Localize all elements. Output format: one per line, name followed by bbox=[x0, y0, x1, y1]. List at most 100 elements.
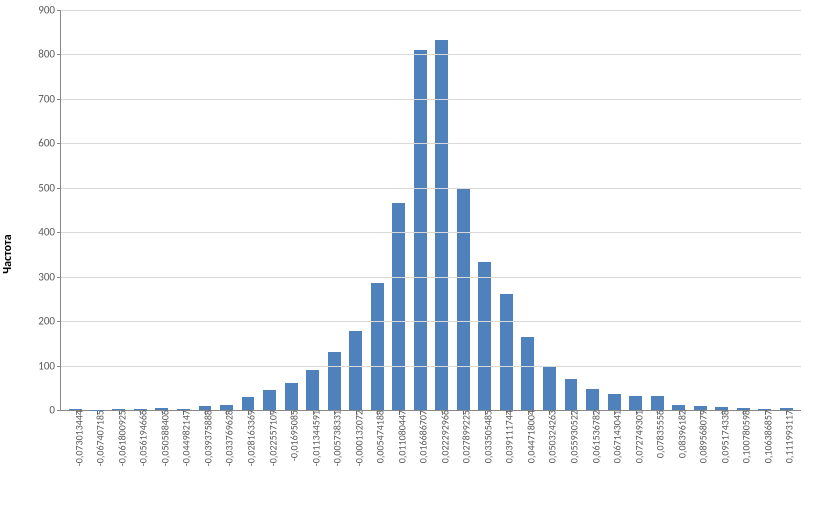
x-tick-label: 0,095174338 bbox=[712, 410, 731, 463]
bar bbox=[328, 352, 341, 410]
bar bbox=[478, 262, 491, 410]
bar bbox=[242, 397, 255, 410]
bar bbox=[392, 203, 405, 410]
bar-slot: 0,005474188 bbox=[366, 10, 388, 410]
bar bbox=[651, 396, 664, 410]
bar-slot: 0,08396182 bbox=[668, 10, 690, 410]
x-tick-label: 0,022292966 bbox=[432, 410, 451, 463]
x-tick-label: -0,022557109 bbox=[260, 410, 279, 466]
y-tick-label: 300 bbox=[38, 270, 61, 283]
bar-slot: 0,022292966 bbox=[431, 10, 453, 410]
y-tick-label: 200 bbox=[38, 315, 61, 328]
bar-slot: -0,050588406 bbox=[151, 10, 173, 410]
bar-slot: 0,067143041 bbox=[603, 10, 625, 410]
gridline bbox=[61, 366, 801, 367]
x-tick-label: 0,027899225 bbox=[454, 410, 473, 463]
x-tick-label: 0,016686707 bbox=[411, 410, 430, 463]
bar-slot: 0,095174338 bbox=[711, 10, 733, 410]
bar bbox=[263, 390, 276, 410]
bar bbox=[565, 379, 578, 410]
x-tick-label: -0,005738331 bbox=[325, 410, 344, 466]
x-tick-label: -0,044982147 bbox=[174, 410, 193, 466]
bar-slot: -0,028163369 bbox=[237, 10, 259, 410]
x-tick-label: 0,106386857 bbox=[755, 410, 774, 463]
bar bbox=[285, 383, 298, 410]
x-tick-label: 0,100780598 bbox=[734, 410, 753, 463]
gridline bbox=[61, 321, 801, 322]
gridline bbox=[61, 188, 801, 189]
bar-slot: -0,067407185 bbox=[87, 10, 109, 410]
x-tick-label: 0,08396182 bbox=[669, 410, 688, 458]
bar-slot: 0,039111744 bbox=[496, 10, 518, 410]
y-tick-label: 800 bbox=[38, 48, 61, 61]
gridline bbox=[61, 232, 801, 233]
x-tick-label: 0,061536782 bbox=[583, 410, 602, 463]
x-tick-label: -0,061800925 bbox=[109, 410, 128, 466]
bar bbox=[500, 294, 513, 410]
x-tick-label: 0,067143041 bbox=[605, 410, 624, 463]
bar-slot: -0,011344591 bbox=[302, 10, 324, 410]
x-tick-label: 0,072749301 bbox=[626, 410, 645, 463]
bar-slot: -0,061800925 bbox=[108, 10, 130, 410]
x-tick-label: -0,073013444 bbox=[66, 410, 85, 466]
x-tick-label: 0,039111744 bbox=[497, 410, 516, 463]
y-tick-label: 0 bbox=[49, 404, 61, 417]
x-tick-label: 0,044718004 bbox=[518, 410, 537, 463]
bar-slot: -0,01695085 bbox=[280, 10, 302, 410]
bar bbox=[349, 331, 362, 410]
bar-slot: 0,106386857 bbox=[754, 10, 776, 410]
x-tick-label: 0,07835556 bbox=[648, 410, 667, 458]
x-tick-label: -0,067407185 bbox=[88, 410, 107, 466]
x-tick-label: 0,089568079 bbox=[691, 410, 710, 463]
y-tick-label: 700 bbox=[38, 92, 61, 105]
bar-slot: 0,050324263 bbox=[539, 10, 561, 410]
bar-slot: -0,005738331 bbox=[323, 10, 345, 410]
x-tick-label: 0,033505485 bbox=[475, 410, 494, 463]
y-axis-label: Частота bbox=[1, 234, 15, 273]
bar bbox=[306, 370, 319, 410]
bar-slot: -0,073013444 bbox=[65, 10, 87, 410]
bar-slot: -0,044982147 bbox=[173, 10, 195, 410]
x-tick-label: -0,033769628 bbox=[217, 410, 236, 466]
bar-slot: 0,072749301 bbox=[625, 10, 647, 410]
bar-slot: -0,056194666 bbox=[130, 10, 152, 410]
x-tick-label: -0,028163369 bbox=[239, 410, 258, 466]
bar-slot: 0,07835556 bbox=[646, 10, 668, 410]
x-tick-label: 0,005474188 bbox=[368, 410, 387, 463]
gridline bbox=[61, 143, 801, 144]
bar-slot: -0,039375888 bbox=[194, 10, 216, 410]
bar-slot: 0,027899225 bbox=[453, 10, 475, 410]
bars-group: -0,073013444-0,067407185-0,061800925-0,0… bbox=[61, 10, 801, 410]
bar-slot: 0,011080447 bbox=[388, 10, 410, 410]
bar-slot: 0,089568079 bbox=[689, 10, 711, 410]
plot-area: -0,073013444-0,067407185-0,061800925-0,0… bbox=[60, 10, 801, 411]
x-tick-label: 0,111993117 bbox=[777, 410, 796, 463]
y-tick-label: 600 bbox=[38, 137, 61, 150]
bar-slot: 0,055930522 bbox=[560, 10, 582, 410]
frequency-histogram: Частота -0,073013444-0,067407185-0,06180… bbox=[0, 0, 820, 508]
gridline bbox=[61, 54, 801, 55]
y-tick-label: 900 bbox=[38, 4, 61, 17]
x-tick-label: -0,000132072 bbox=[346, 410, 365, 466]
bar bbox=[414, 50, 427, 410]
gridline bbox=[61, 99, 801, 100]
bar bbox=[435, 40, 448, 410]
bar-slot: -0,000132072 bbox=[345, 10, 367, 410]
y-tick-label: 500 bbox=[38, 181, 61, 194]
bar bbox=[629, 396, 642, 410]
x-tick-label: -0,011344591 bbox=[303, 410, 322, 466]
gridline bbox=[61, 277, 801, 278]
y-tick-label: 400 bbox=[38, 226, 61, 239]
y-tick-label: 100 bbox=[38, 359, 61, 372]
bar-slot: 0,033505485 bbox=[474, 10, 496, 410]
bar-slot: 0,111993117 bbox=[776, 10, 798, 410]
bar bbox=[371, 283, 384, 410]
bar-slot: -0,033769628 bbox=[216, 10, 238, 410]
bar-slot: 0,016686707 bbox=[410, 10, 432, 410]
bar-slot: 0,100780598 bbox=[732, 10, 754, 410]
bar bbox=[543, 367, 556, 410]
bar bbox=[608, 394, 621, 410]
gridline bbox=[61, 10, 801, 11]
x-tick-label: -0,039375888 bbox=[195, 410, 214, 466]
x-tick-label: 0,050324263 bbox=[540, 410, 559, 463]
